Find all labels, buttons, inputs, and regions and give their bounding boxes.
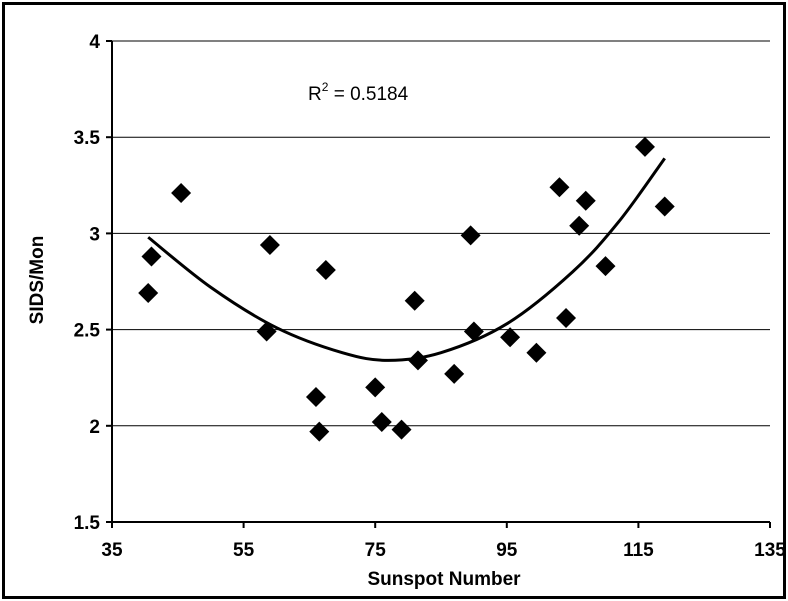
r-squared-base: R	[308, 84, 322, 105]
data-point-diamond	[171, 183, 191, 203]
data-point-diamond	[141, 246, 161, 266]
data-point-diamond	[408, 350, 428, 370]
y-tick-label: 1.5	[74, 513, 101, 534]
data-point-diamond	[444, 364, 464, 384]
data-point-diamond	[655, 196, 675, 216]
data-point-diamond	[306, 387, 326, 407]
data-point-diamond	[405, 291, 425, 311]
r-squared-value: = 0.5184	[328, 84, 408, 105]
tick-labels: 1.5 2 2.5 3 3.5 4 35 55 75 95 115 135	[74, 32, 787, 561]
data-point-diamond	[596, 256, 616, 276]
data-point-diamond	[309, 422, 329, 442]
y-tick-label: 2.5	[74, 321, 101, 342]
data-point-diamond	[260, 235, 280, 255]
x-tick-label: 135	[754, 540, 786, 561]
r-squared-annotation: R2 = 0.5184	[308, 80, 409, 105]
data-points	[138, 137, 675, 442]
data-point-diamond	[635, 137, 655, 157]
y-tick-label: 2	[89, 417, 100, 438]
data-point-diamond	[365, 377, 385, 397]
y-tick-label: 4	[89, 32, 100, 53]
y-axis-title: SIDS/Mon	[27, 236, 48, 325]
y-tick-label: 3.5	[74, 128, 101, 149]
x-tick-label: 55	[233, 540, 255, 561]
data-point-diamond	[372, 412, 392, 432]
data-point-diamond	[556, 308, 576, 328]
x-tick-label: 35	[101, 540, 123, 561]
data-point-diamond	[138, 283, 158, 303]
data-point-diamond	[576, 191, 596, 211]
data-point-diamond	[392, 420, 412, 440]
data-point-diamond	[316, 260, 336, 280]
y-tick-label: 3	[89, 224, 100, 245]
data-point-diamond	[549, 177, 569, 197]
data-point-diamond	[500, 327, 520, 347]
x-axis-title: Sunspot Number	[367, 569, 521, 590]
x-tick-label: 95	[496, 540, 518, 561]
data-point-diamond	[257, 322, 277, 342]
x-tick-label: 75	[365, 540, 387, 561]
gridlines	[112, 41, 770, 426]
data-point-diamond	[569, 216, 589, 236]
data-point-diamond	[526, 343, 546, 363]
data-point-diamond	[461, 225, 481, 245]
x-tick-label: 115	[623, 540, 654, 561]
